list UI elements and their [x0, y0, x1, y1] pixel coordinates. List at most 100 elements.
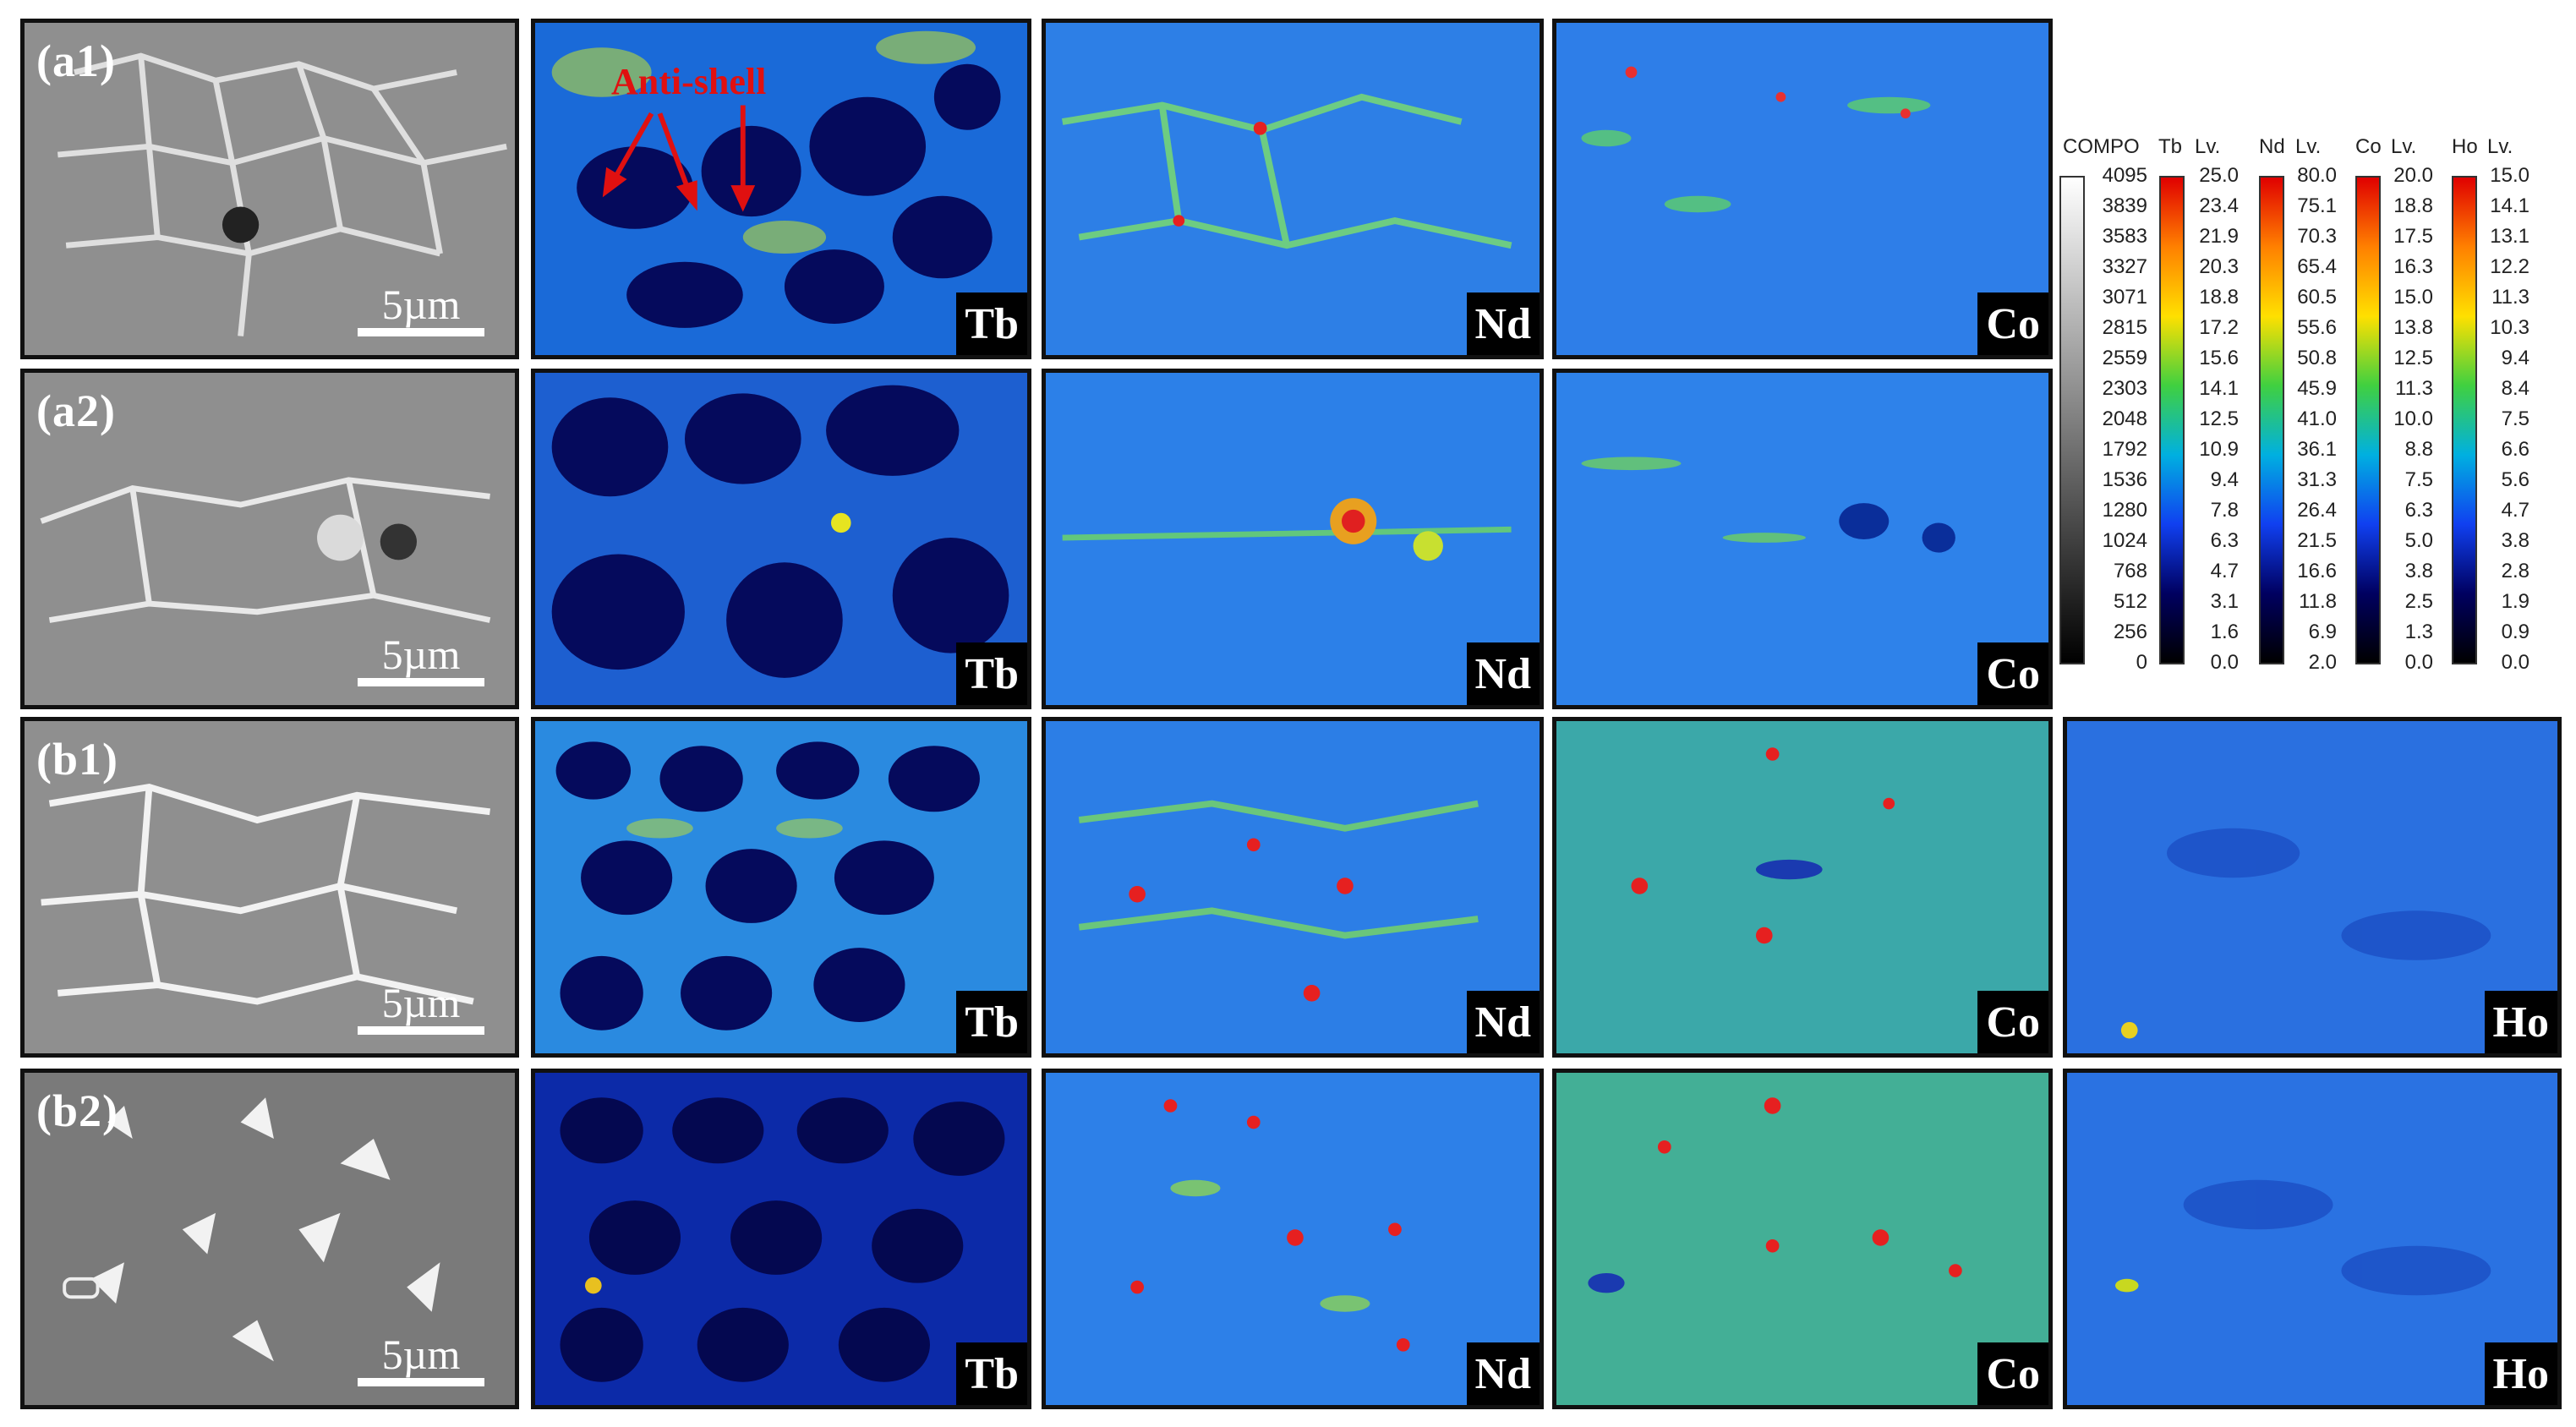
element-label: Ho — [2484, 1342, 2557, 1405]
map-texture — [1130, 1099, 1410, 1352]
tick-label: 31.3 — [2297, 468, 2337, 491]
map-texture — [2120, 828, 2491, 1039]
nd-unit: Lv. — [2295, 135, 2322, 158]
tick-label: 41.0 — [2297, 407, 2337, 430]
tick-label: 20.0 — [2393, 164, 2433, 187]
tick-label: 3071 — [2102, 286, 2147, 309]
tick-label: 60.5 — [2297, 286, 2337, 309]
tick-label: 14.1 — [2199, 377, 2239, 400]
scale-bar: 5µm — [358, 1332, 484, 1386]
tick-label: 14.1 — [2490, 194, 2530, 217]
scale-bar: 5µm — [358, 981, 484, 1035]
ho-map-b1: Ho — [2063, 717, 2562, 1058]
tick-label: 12.5 — [2393, 347, 2433, 369]
tick-label: 75.1 — [2297, 194, 2337, 217]
co-unit: Lv. — [2391, 135, 2417, 158]
tick-label: 4.7 — [2501, 499, 2530, 522]
tick-label: 25.0 — [2199, 164, 2239, 187]
tick-label: 11.8 — [2299, 590, 2337, 613]
tick-label: 3839 — [2102, 194, 2147, 217]
nd-map-a2: Nd — [1042, 369, 1544, 709]
scale-text: 5µm — [381, 281, 461, 328]
tick-label: 6.3 — [2210, 529, 2239, 552]
tick-label: 20.3 — [2199, 255, 2239, 278]
tick-label: 6.3 — [2404, 499, 2433, 522]
scale-text: 5µm — [381, 631, 461, 678]
element-label: Nd — [1466, 1342, 1540, 1405]
tick-label: 17.5 — [2393, 225, 2433, 248]
tb-ticks: 25.0 23.4 21.9 20.3 18.8 17.2 15.6 14.1 12.5 10.9… — [2191, 166, 2239, 683]
nd-map-a1: Nd — [1042, 19, 1544, 359]
tick-label: 17.2 — [2199, 316, 2239, 339]
map-texture — [555, 741, 980, 1031]
tick-label: 3583 — [2102, 225, 2147, 248]
tick-label: 18.8 — [2199, 286, 2239, 309]
tick-label: 1.9 — [2501, 590, 2530, 613]
tick-label: 0.0 — [2501, 651, 2530, 674]
tb-map-b1: Tb — [531, 717, 1031, 1058]
tick-label: 0.0 — [2404, 651, 2433, 674]
element-label: Nd — [1466, 293, 1540, 355]
tick-label: 5.6 — [2501, 468, 2530, 491]
bse-texture — [40, 477, 491, 623]
bse-image-a2: (a2) 5µm — [20, 369, 519, 709]
element-label: Nd — [1466, 642, 1540, 705]
tick-label: 3.1 — [2210, 590, 2239, 613]
tick-label: 9.4 — [2501, 347, 2530, 369]
tb-unit: Lv. — [2195, 135, 2221, 158]
tb-colorbar — [2159, 176, 2185, 664]
bse-image-b1: (b1) 5µm — [20, 717, 519, 1058]
element-label: Co — [1977, 1342, 2048, 1405]
nd-map-b2: Nd — [1042, 1069, 1544, 1409]
tick-label: 2815 — [2102, 316, 2147, 339]
nd-colorbar — [2259, 176, 2284, 664]
tick-label: 80.0 — [2297, 164, 2337, 187]
tick-label: 6.9 — [2308, 621, 2337, 643]
map-texture — [551, 385, 1009, 678]
tb-map-a1: Anti-shell Tb — [531, 19, 1031, 359]
tick-label: 2303 — [2102, 377, 2147, 400]
ho-colorbar — [2452, 176, 2477, 664]
tick-label: 2559 — [2102, 347, 2147, 369]
compo-title: COMPO — [2063, 135, 2140, 158]
tick-label: 45.9 — [2297, 377, 2337, 400]
tick-label: 36.1 — [2297, 438, 2337, 461]
bse-image-b2: (b2) 5µm — [20, 1069, 519, 1409]
co-colorbar — [2355, 176, 2381, 664]
tick-label: 8.4 — [2501, 377, 2530, 400]
tick-label: 11.3 — [2491, 286, 2530, 309]
tick-label: 8.8 — [2404, 438, 2433, 461]
map-texture — [1581, 66, 1931, 213]
ho-unit: Lv. — [2487, 135, 2513, 158]
element-label: Ho — [2484, 991, 2557, 1053]
tick-label: 7.5 — [2404, 468, 2433, 491]
tick-label: 13.8 — [2393, 316, 2433, 339]
map-texture — [1556, 1073, 2048, 1405]
scale-line — [358, 328, 484, 336]
tick-label: 15.0 — [2393, 286, 2433, 309]
tick-label: 15.0 — [2490, 164, 2530, 187]
map-texture — [1062, 93, 1512, 249]
co-map-b1: Co — [1552, 717, 2053, 1058]
co-title: Co — [2355, 135, 2382, 158]
element-label: Tb — [956, 991, 1027, 1053]
tick-label: 1280 — [2102, 499, 2147, 522]
tick-label: 1.3 — [2404, 621, 2433, 643]
tick-label: 9.4 — [2210, 468, 2239, 491]
co-map-b2: Co — [1552, 1069, 2053, 1409]
nd-title: Nd — [2259, 135, 2285, 158]
co-map-a1: Co — [1552, 19, 2053, 359]
map-texture — [551, 30, 1001, 328]
tb-map-a2: Tb — [531, 369, 1031, 709]
compo-ticks: 4095 3839 3583 3327 3071 2815 2559 2303 2048 1792… — [2095, 166, 2147, 683]
tick-label: 1792 — [2102, 438, 2147, 461]
tick-label: 16.6 — [2297, 560, 2337, 582]
scale-line — [358, 1378, 484, 1386]
map-texture — [560, 1097, 1005, 1382]
anti-shell-annotation: Anti-shell — [611, 61, 767, 102]
tick-label: 256 — [2113, 621, 2147, 643]
tick-label: 0.9 — [2501, 621, 2530, 643]
tick-label: 0.0 — [2210, 651, 2239, 674]
row-label: (a2) — [36, 385, 116, 436]
element-label: Tb — [956, 642, 1027, 705]
